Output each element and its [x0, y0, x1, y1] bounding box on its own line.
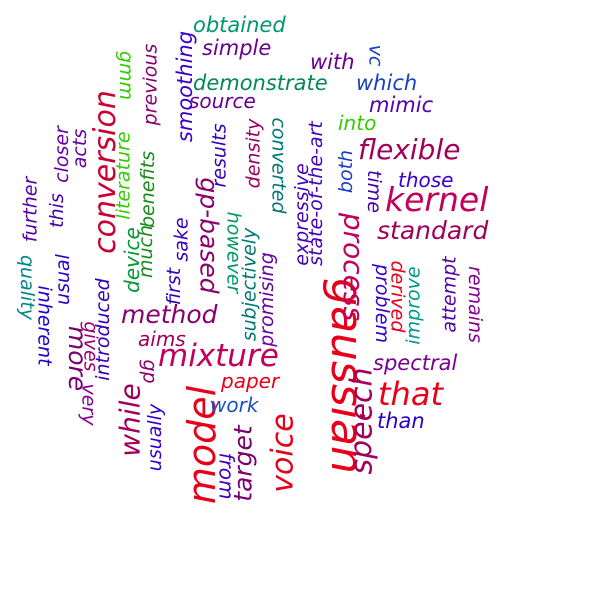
- word-mimic: mimic: [369, 93, 434, 117]
- word-smoothing: smoothing: [173, 30, 198, 143]
- word-very: very: [77, 383, 100, 426]
- word-gp-based: gp-based: [194, 177, 224, 294]
- word-density: density: [242, 118, 265, 189]
- word-usual: usual: [51, 254, 74, 305]
- word-work: work: [210, 393, 259, 417]
- word-inherent: inherent: [33, 285, 56, 366]
- word-acts: acts: [69, 128, 92, 169]
- word-process: process: [337, 212, 371, 322]
- word-attempt: attempt: [438, 256, 461, 333]
- word-benefits: benefits: [137, 150, 160, 229]
- word-previous: previous: [139, 43, 162, 126]
- word-vc: vc: [364, 44, 387, 67]
- word-state-of-the-art: state-of-the-art: [304, 121, 327, 266]
- word-source: source: [189, 89, 256, 113]
- word-voice: voice: [265, 413, 301, 493]
- word-speech: speech: [344, 367, 380, 475]
- word-demonstrate: demonstrate: [193, 71, 328, 95]
- word-than: than: [377, 409, 425, 433]
- word-time: time: [362, 170, 385, 213]
- word-paper: paper: [221, 369, 280, 393]
- word-mixture: mixture: [158, 338, 279, 374]
- word-standard: standard: [377, 216, 489, 245]
- word-into: into: [338, 111, 377, 135]
- word-this: this: [45, 193, 68, 228]
- word-which: which: [356, 71, 418, 95]
- word-further: further: [19, 176, 42, 243]
- word-those: those: [398, 168, 454, 192]
- word-usually: usually: [144, 403, 167, 472]
- word-method: method: [121, 300, 218, 329]
- word-literature: literature: [112, 131, 135, 220]
- word-kernel: kernel: [385, 180, 489, 219]
- word-while: while: [113, 383, 147, 457]
- word-both: both: [335, 149, 358, 194]
- word-results: results: [208, 123, 231, 188]
- word-sake: sake: [170, 217, 193, 262]
- word-flexible: flexible: [358, 133, 461, 166]
- word-gmm: gmm: [115, 50, 138, 101]
- word-simple: simple: [202, 36, 272, 60]
- word-promising: promising: [255, 252, 278, 347]
- word-obtained: obtained: [193, 13, 286, 37]
- word-first: first: [163, 267, 186, 306]
- word-remains: remains: [463, 266, 486, 343]
- word-with: with: [310, 50, 355, 74]
- word-from: from: [214, 452, 239, 500]
- word-aims: aims: [138, 327, 186, 351]
- word-problem: problem: [371, 263, 394, 344]
- word-converted: converted: [267, 117, 290, 214]
- word-gives: gives: [79, 321, 102, 372]
- word-spectral: spectral: [373, 351, 458, 375]
- word-much: much: [135, 224, 158, 279]
- word-gp: gp: [138, 359, 161, 384]
- word-that: that: [378, 375, 443, 413]
